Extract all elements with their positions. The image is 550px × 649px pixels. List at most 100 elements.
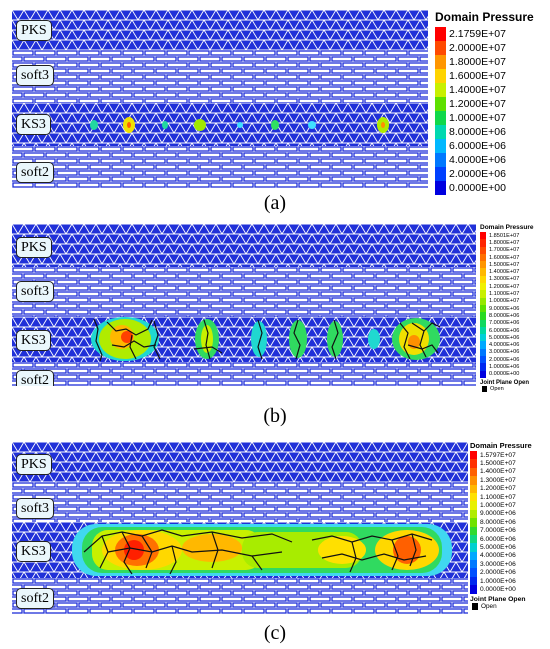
legend-value: 1.6000E+07	[489, 254, 520, 261]
legend-entry: 1.2000E+07	[470, 484, 548, 493]
legend-swatch	[470, 501, 477, 510]
legend-swatch	[435, 97, 446, 111]
joint-plane-open-item: Open	[472, 602, 548, 610]
legend-swatch	[470, 509, 477, 519]
layer-label-soft3: soft3	[16, 281, 54, 302]
legend-value: 5.0000E+06	[489, 334, 520, 341]
layer-pks-c	[12, 442, 468, 482]
legend-value: 6.0000E+06	[480, 535, 516, 543]
legend-swatch	[470, 518, 477, 527]
legend-value: 8.0000E+06	[489, 312, 520, 319]
layer-pks-a	[12, 10, 428, 50]
panel-a: PKS soft3 KS3 soft2 Domain Pressure 2.17…	[0, 0, 550, 220]
legend-entry: 1.2000E+07	[480, 283, 548, 291]
legend-entry: 1.5000E+07	[470, 459, 548, 468]
joint-plane-title: Joint Plane Open	[470, 595, 526, 603]
legend-entry: 4.0000E+06	[470, 551, 548, 561]
legend-a: Domain Pressure 2.1759E+07 2.0000E+07 1.80…	[435, 10, 547, 195]
legend-value: 1.5000E+07	[489, 261, 520, 268]
legend-swatch	[470, 560, 477, 569]
legend-value: 1.8501E+07	[489, 232, 520, 239]
legend-value: 2.0000E+07	[449, 42, 506, 54]
panel-b: PKS soft3 KS3 soft2 Domain Pressure 1.85…	[0, 220, 550, 435]
layer-ks3-a	[12, 103, 428, 146]
legend-entry: 1.0000E+07	[470, 501, 548, 510]
legend-entry: 1.6000E+07	[480, 253, 548, 262]
legend-swatch	[480, 246, 486, 254]
legend-entry: 1.1000E+07	[470, 492, 548, 502]
layer-label-soft2: soft2	[16, 588, 54, 609]
legend-value: 1.4000E+07	[489, 269, 520, 276]
legend-swatch	[480, 363, 486, 371]
legend-entry: 5.0000E+06	[470, 543, 548, 552]
legend-swatch	[480, 341, 486, 349]
legend-value: 7.0000E+06	[480, 527, 516, 535]
caption-c: (c)	[263, 622, 287, 644]
legend-value: 3.0000E+06	[480, 560, 516, 568]
legend-title: Domain Pressure	[480, 224, 534, 231]
legend-swatch	[435, 41, 446, 55]
legend-swatch	[435, 181, 446, 195]
simulation-view-a: PKS soft3 KS3 soft2	[12, 10, 428, 188]
legend-entry: 2.0000E+07	[435, 41, 547, 55]
layer-label-soft2: soft2	[16, 162, 54, 183]
legend-entry: 0.0000E+00	[435, 181, 547, 195]
legend-value: 1.0000E+07	[449, 112, 506, 124]
legend-entry: 1.8501E+07	[480, 232, 548, 240]
legend-swatch	[470, 492, 477, 502]
legend-value: 1.2000E+07	[489, 283, 520, 290]
legend-rows-b: 1.8501E+07 1.8000E+07 1.7000E+07 1.6000E+07…	[480, 232, 548, 378]
legend-swatch	[435, 139, 446, 153]
legend-entry: 1.3000E+07	[480, 275, 548, 284]
layer-label-ks3: KS3	[16, 114, 51, 135]
joint-plane-title: Joint Plane Open	[480, 379, 530, 386]
layer-ks3-c	[12, 522, 468, 578]
legend-rows-a: 2.1759E+07 2.0000E+07 1.8000E+07 1.6000E+07…	[435, 27, 547, 195]
legend-b: Domain Pressure 1.8501E+07 1.8000E+07 1.70…	[480, 224, 548, 392]
legend-swatch	[480, 275, 486, 284]
legend-value: 1.4000E+07	[480, 468, 516, 476]
legend-swatch	[480, 348, 486, 357]
legend-value: 0.0000E+00	[489, 371, 520, 378]
layer-soft2-b	[12, 362, 476, 386]
legend-c: Domain Pressure 1.5797E+07 1.5000E+07 1.40…	[470, 441, 548, 610]
legend-swatch	[480, 370, 486, 378]
layer-soft3-b	[12, 267, 476, 317]
legend-entry: 8.0000E+06	[480, 312, 548, 320]
legend-entry: 9.0000E+06	[470, 509, 548, 519]
legend-entry: 7.0000E+06	[470, 526, 548, 535]
legend-swatch	[470, 484, 477, 493]
legend-value: 2.0000E+06	[480, 569, 516, 577]
layer-ks3-b	[12, 317, 476, 362]
legend-entry: 8.0000E+06	[435, 125, 547, 139]
legend-swatch	[480, 312, 486, 320]
legend-entry: 1.4000E+07	[480, 268, 548, 276]
legend-value: 1.4000E+07	[449, 84, 506, 96]
legend-value: 1.0000E+07	[480, 502, 516, 510]
legend-swatch	[480, 253, 486, 262]
layer-label-soft3: soft3	[16, 498, 54, 519]
layer-pks-b	[12, 224, 476, 267]
open-label: Open	[481, 602, 497, 610]
layer-label-soft2: soft2	[16, 370, 54, 386]
legend-value: 2.0000E+06	[449, 168, 506, 180]
legend-value: 6.0000E+06	[449, 140, 506, 152]
legend-value: 8.0000E+06	[480, 518, 516, 526]
legend-value: 1.1000E+07	[489, 291, 520, 298]
legend-value: 1.0000E+06	[480, 577, 516, 585]
layer-label-pks: PKS	[16, 237, 52, 258]
legend-entry: 0.0000E+00	[480, 370, 548, 378]
legend-swatch	[435, 83, 446, 97]
legend-swatch	[470, 451, 477, 460]
legend-swatch	[435, 27, 446, 41]
simulation-view-c: PKS soft3 KS3 soft2	[12, 442, 468, 614]
legend-swatch	[470, 568, 477, 577]
simulation-view-b: PKS soft3 KS3 soft2	[12, 224, 476, 386]
legend-entry: 5.0000E+06	[480, 334, 548, 342]
legend-value: 4.0000E+06	[449, 154, 506, 166]
legend-value: 0.0000E+00	[449, 182, 506, 194]
legend-entry: 1.0000E+06	[480, 363, 548, 371]
legend-swatch	[470, 467, 477, 477]
legend-value: 4.0000E+06	[480, 552, 516, 560]
open-label: Open	[490, 385, 504, 392]
